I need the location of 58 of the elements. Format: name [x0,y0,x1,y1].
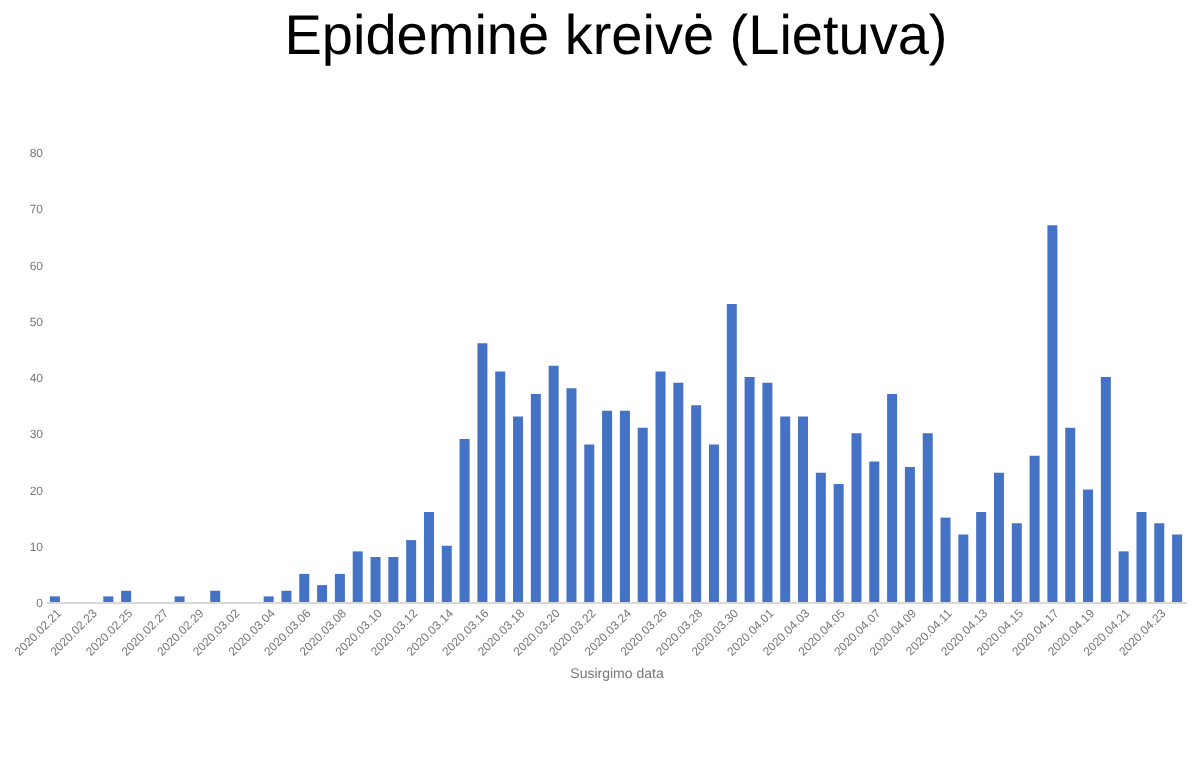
bar [1083,489,1094,602]
bar [423,512,434,602]
bar [993,472,1004,602]
bar [869,461,880,602]
bar [798,416,809,602]
bar [1172,534,1183,602]
bar [441,545,452,602]
bar [548,365,559,602]
bar [1100,377,1111,602]
bar [121,590,132,602]
bar [352,551,363,602]
bar [281,590,292,602]
bar [744,377,755,602]
bar [1029,455,1040,602]
bar [637,427,648,602]
bar [815,472,826,602]
bar [904,467,915,602]
bar [1154,523,1165,602]
bar [299,573,310,602]
bar [584,444,595,602]
bar [1047,225,1058,602]
bar [334,573,345,602]
bar [1136,512,1147,602]
bar [708,444,719,602]
bar [940,517,951,602]
bar [1011,523,1022,602]
bar [263,596,274,602]
bar [1065,427,1076,602]
bar [49,596,60,602]
bar [370,557,381,602]
bar [976,512,987,602]
bar [851,433,862,602]
bar [459,438,470,602]
bar [887,393,898,602]
bar [317,585,328,602]
bar [174,596,185,602]
bar [602,410,613,602]
bar [566,388,577,602]
bar [406,540,417,602]
bar [673,382,684,602]
bar [388,557,399,602]
bar [833,483,844,602]
bar [655,371,666,602]
bar [726,303,737,602]
bar [495,371,506,602]
bar [513,416,524,602]
bar [691,405,702,602]
bar [1118,551,1129,602]
chart-title: Epideminė kreivė (Lietuva) [284,4,948,66]
bar [619,410,630,602]
bar [477,343,488,602]
bar [780,416,791,602]
bar [922,433,933,602]
bar [762,382,773,602]
bar [103,596,114,602]
bar [530,393,541,602]
bar [210,590,221,602]
bar [958,534,969,602]
